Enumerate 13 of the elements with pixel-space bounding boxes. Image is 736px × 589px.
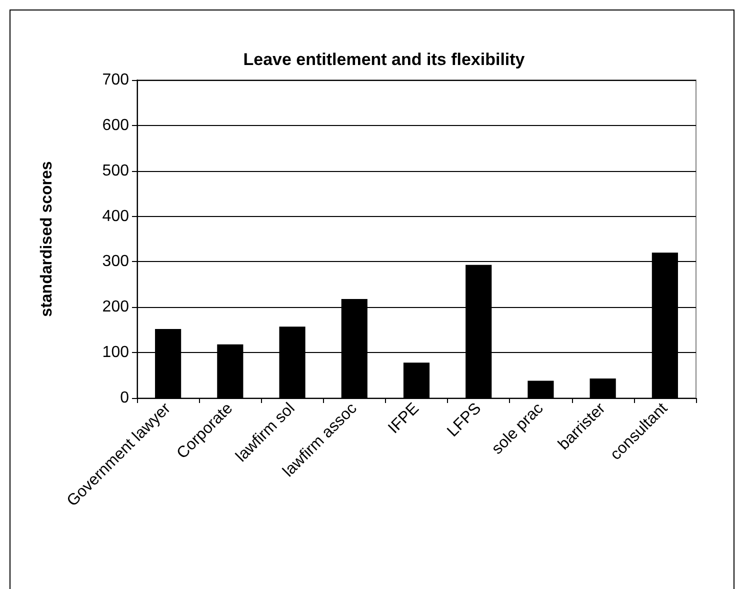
y-tick-label: 500 (102, 162, 130, 180)
chart-title: Leave entitlement and its flexibility (243, 50, 526, 69)
bar (403, 362, 430, 398)
y-tick-label: 700 (102, 72, 130, 88)
y-tick-label: 200 (102, 298, 130, 316)
y-tick-label: 0 (120, 390, 130, 406)
bar (590, 378, 616, 398)
y-tick-label: 300 (102, 253, 130, 270)
y-tick-label: 600 (102, 116, 130, 134)
y-axis-title: standardised scores (38, 161, 56, 317)
y-tick-label: 100 (102, 344, 130, 362)
bar (528, 380, 554, 398)
y-tick-label: 400 (102, 208, 130, 225)
